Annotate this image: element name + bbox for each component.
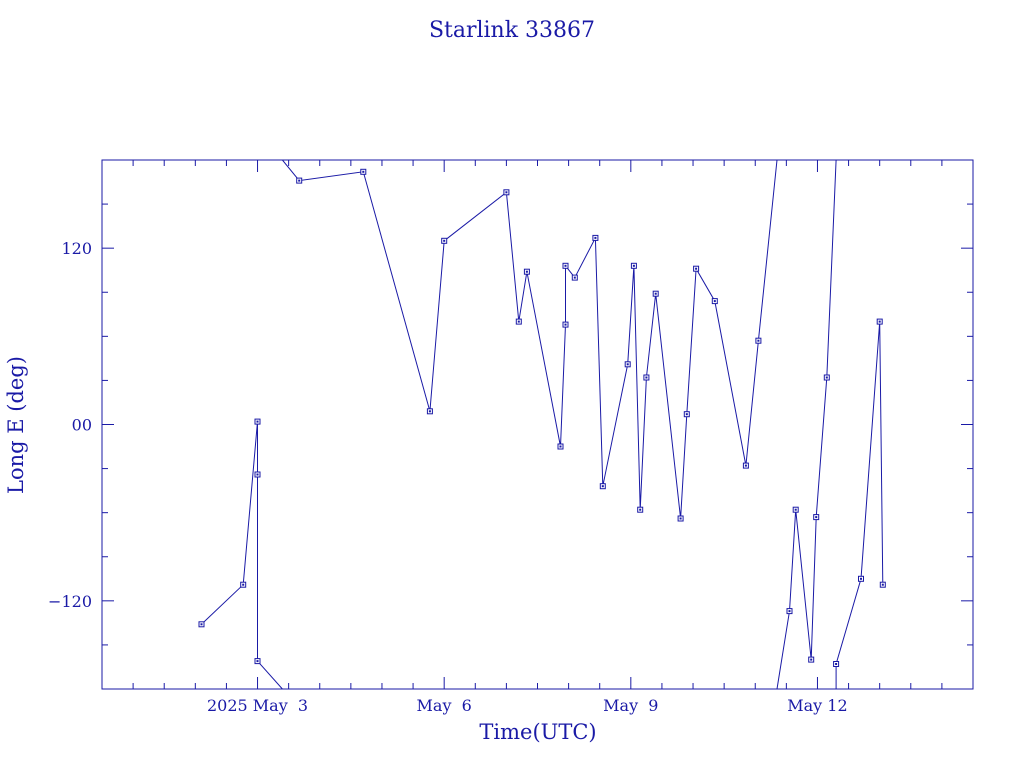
data-point-core xyxy=(825,376,828,379)
chart-title: Starlink 33867 xyxy=(429,18,595,43)
data-point-core xyxy=(679,517,682,520)
data-point-core xyxy=(881,583,884,586)
data-point-core xyxy=(744,464,747,467)
data-point-core xyxy=(860,577,862,580)
y-tick-label: 120 xyxy=(61,239,92,258)
data-point-core xyxy=(443,239,446,242)
data-point-core xyxy=(639,508,642,511)
data-point-core xyxy=(573,276,576,279)
data-point-core xyxy=(632,264,635,267)
data-point-core xyxy=(525,270,528,273)
data-point-core xyxy=(645,376,648,379)
data-point-core xyxy=(298,179,301,182)
x-tick-label: May 12 xyxy=(787,696,847,715)
y-tick-label: −120 xyxy=(48,592,92,611)
series-line xyxy=(201,421,283,689)
data-point-core xyxy=(685,413,688,416)
y-tick-label: 00 xyxy=(72,416,92,435)
data-point-core xyxy=(517,320,520,323)
data-point-core xyxy=(713,300,716,303)
tick-labels: 120 00 −120 2025 May 3 May 6 May 9 May 12 xyxy=(48,239,848,715)
data-point-core xyxy=(559,445,562,448)
y-axis-label: Long E (deg) xyxy=(4,356,28,494)
data-point-core xyxy=(788,610,791,613)
data-point-core xyxy=(757,339,760,342)
x-tick-label: 2025 May 3 xyxy=(207,696,308,715)
series-line xyxy=(282,160,778,519)
data-point-core xyxy=(256,660,259,663)
x-tick-label: May 9 xyxy=(603,696,658,715)
data-point-core xyxy=(815,516,818,519)
axis-ticks xyxy=(101,159,974,690)
x-axis-label: Time(UTC) xyxy=(479,720,596,744)
data-point-core xyxy=(200,623,203,626)
data-point-core xyxy=(794,508,797,511)
data-point-core xyxy=(654,292,657,295)
x-tick-label: May 6 xyxy=(417,696,472,715)
data-point-core xyxy=(878,320,881,323)
data-point-core xyxy=(564,323,567,326)
data-point-core xyxy=(256,473,259,476)
data-point-core xyxy=(594,236,597,239)
data-point-core xyxy=(564,264,567,267)
series-line xyxy=(835,321,884,689)
data-series xyxy=(201,160,884,689)
data-point-core xyxy=(626,363,629,366)
plot-frame xyxy=(101,159,974,690)
data-point-core xyxy=(362,170,365,173)
data-point-core xyxy=(256,420,259,423)
data-point-core xyxy=(505,191,508,194)
data-markers xyxy=(198,168,886,667)
data-point-core xyxy=(835,663,838,665)
data-point-core xyxy=(428,410,431,413)
data-point-core xyxy=(242,583,245,586)
data-point-core xyxy=(601,485,604,488)
series-line xyxy=(776,160,837,689)
data-point-core xyxy=(695,267,698,270)
data-point-core xyxy=(810,658,813,661)
